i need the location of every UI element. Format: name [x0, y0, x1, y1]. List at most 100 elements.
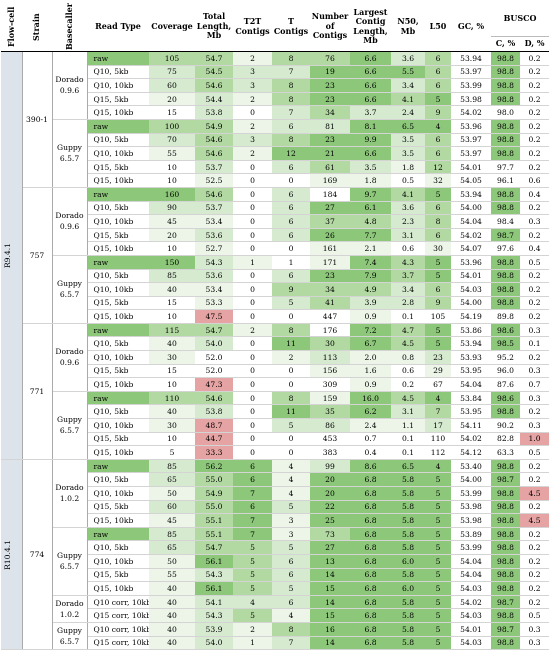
- read-type-cell: Q15, 10kb: [87, 513, 149, 528]
- busco-d-cell: 4.5: [520, 513, 550, 528]
- total-length-cell: 47.5: [195, 309, 233, 324]
- read-type-cell: Q15, 10kb: [87, 445, 149, 460]
- t2t-contigs-cell: 0: [233, 404, 272, 420]
- l50-cell: 4: [425, 390, 451, 406]
- largest-contig-cell: 2.0: [350, 350, 391, 365]
- busco-d-cell: 0.2: [520, 581, 550, 596]
- busco-d-cell: 0.2: [520, 554, 550, 569]
- coverage-cell: 40: [149, 404, 195, 420]
- gc-cell: 54.00: [451, 472, 491, 487]
- header-t2t-contigs: T2T Contigs: [233, 2, 272, 52]
- t2t-contigs-cell: 0: [233, 432, 272, 447]
- number-of-contigs-cell: 23: [310, 92, 350, 107]
- number-of-contigs-cell: 184: [310, 186, 350, 202]
- largest-contig-cell: 0.7: [350, 432, 391, 447]
- total-length-cell: 53.8: [195, 105, 233, 120]
- coverage-cell: 10: [149, 241, 195, 256]
- number-of-contigs-cell: 26: [310, 228, 350, 243]
- t2t-contigs-cell: 2: [233, 51, 272, 66]
- l50-cell: 30: [425, 241, 451, 256]
- gc-cell: 54.04: [451, 568, 491, 583]
- l50-cell: 5: [425, 568, 451, 583]
- table-row: Q10, 5kb 70 54.6 3 8 23 9.9 3.5 6 53.97 98.8 0.2: [1, 133, 550, 148]
- number-of-contigs-cell: 14: [310, 594, 350, 610]
- busco-c-cell: 87.6: [491, 377, 520, 392]
- number-of-contigs-cell: 20: [310, 472, 350, 487]
- t-contigs-cell: 4: [272, 608, 310, 623]
- t-contigs-cell: 6: [272, 118, 310, 134]
- busco-c-cell: 98.8: [491, 568, 520, 583]
- l50-cell: 6: [425, 146, 451, 161]
- largest-contig-cell: 6.8: [350, 621, 391, 637]
- coverage-cell: 45: [149, 214, 195, 229]
- busco-d-cell: 0.2: [520, 309, 550, 324]
- basecaller-cell: Dorado 0.9.6: [52, 322, 88, 392]
- busco-c-cell: 98.8: [491, 254, 520, 270]
- busco-d-cell: 0.2: [520, 404, 550, 420]
- read-type-cell: raw: [87, 51, 149, 66]
- t-contigs-cell: 4: [272, 458, 310, 474]
- busco-c-cell: 98.8: [491, 513, 520, 528]
- n50-cell: 5.8: [391, 608, 425, 623]
- largest-contig-cell: 9.7: [350, 186, 391, 202]
- read-type-cell: raw: [87, 390, 149, 406]
- t2t-contigs-cell: 6: [233, 500, 272, 515]
- n50-cell: 5.8: [391, 540, 425, 555]
- header-busco-c: C, %: [491, 36, 520, 52]
- t-contigs-cell: 6: [272, 269, 310, 284]
- t-contigs-cell: 0: [272, 377, 310, 392]
- number-of-contigs-cell: 161: [310, 241, 350, 256]
- largest-contig-cell: 4.8: [350, 214, 391, 229]
- l50-cell: 112: [425, 445, 451, 460]
- coverage-cell: 40: [149, 594, 195, 610]
- total-length-cell: 54.6: [195, 186, 233, 202]
- l50-cell: 12: [425, 160, 451, 175]
- t-contigs-cell: 6: [272, 186, 310, 202]
- table-row: Guppy 6.5.7 raw 85 55.1 7 3 73 6.8 5.8 5 53.89 98.8…: [1, 526, 550, 596]
- number-of-contigs-cell: 447: [310, 309, 350, 324]
- l50-cell: 5: [425, 254, 451, 270]
- n50-cell: 0.6: [391, 364, 425, 379]
- number-of-contigs-cell: 23: [310, 269, 350, 284]
- l50-cell: 5: [425, 594, 451, 610]
- busco-d-cell: 0.2: [520, 133, 550, 148]
- n50-cell: 4.1: [391, 92, 425, 107]
- basecaller-cell: Dorado 0.9.6: [52, 186, 88, 256]
- number-of-contigs-cell: 30: [310, 336, 350, 352]
- n50-cell: 3.7: [391, 269, 425, 284]
- total-length-cell: 53.4: [195, 282, 233, 297]
- coverage-cell: 150: [149, 254, 195, 270]
- read-type-cell: raw: [87, 526, 149, 542]
- busco-c-cell: 98.8: [491, 526, 520, 542]
- l50-cell: 6: [425, 78, 451, 93]
- number-of-contigs-cell: 99: [310, 458, 350, 474]
- largest-contig-cell: 6.1: [350, 201, 391, 216]
- coverage-cell: 70: [149, 133, 195, 148]
- gc-cell: 54.01: [451, 269, 491, 284]
- t-contigs-cell: 8: [272, 51, 310, 66]
- number-of-contigs-cell: 25: [310, 513, 350, 528]
- largest-contig-cell: 0.9: [350, 377, 391, 392]
- n50-cell: 0.1: [391, 309, 425, 324]
- gc-cell: 54.02: [451, 105, 491, 120]
- table-row: Q15, 10kb 10 47.3 0 0 309 0.9 0.2 67 54.04 87.6 0.7: [1, 377, 550, 392]
- t2t-contigs-cell: 0: [233, 336, 272, 352]
- largest-contig-cell: 4.9: [350, 282, 391, 297]
- number-of-contigs-cell: 15: [310, 608, 350, 623]
- number-of-contigs-cell: 156: [310, 364, 350, 379]
- gc-cell: 53.95: [451, 404, 491, 420]
- read-type-cell: Q10, 5kb: [87, 269, 149, 284]
- busco-d-cell: 0.2: [520, 146, 550, 161]
- coverage-cell: 40: [149, 621, 195, 637]
- l50-cell: 5: [425, 269, 451, 284]
- t2t-contigs-cell: 7: [233, 486, 272, 501]
- number-of-contigs-cell: 21: [310, 146, 350, 161]
- t2t-contigs-cell: 1: [233, 254, 272, 270]
- n50-cell: 0.1: [391, 445, 425, 460]
- total-length-cell: 54.7: [195, 51, 233, 66]
- header-coverage: Coverage: [149, 2, 195, 52]
- coverage-cell: 55: [149, 568, 195, 583]
- coverage-cell: 45: [149, 513, 195, 528]
- total-length-cell: 56.1: [195, 554, 233, 569]
- table-row: R10.4.1 774 Dorado 1.0.2 raw 85 56.2 6 4 99 8.6 6.…: [1, 458, 550, 650]
